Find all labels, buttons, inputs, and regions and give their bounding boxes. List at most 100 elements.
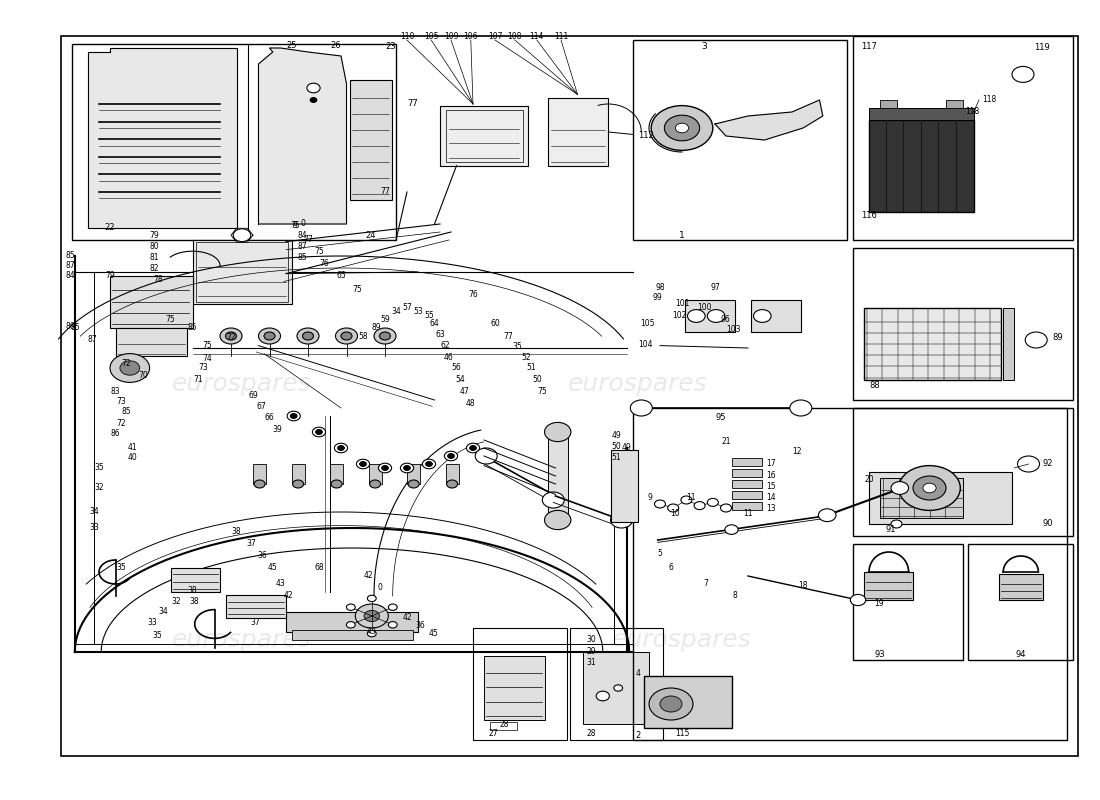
- Bar: [968, 544, 1072, 660]
- Circle shape: [725, 525, 738, 534]
- Text: 34: 34: [392, 307, 400, 317]
- Text: 8: 8: [733, 591, 737, 601]
- Text: 117: 117: [861, 42, 877, 51]
- Text: 75: 75: [290, 221, 299, 230]
- Text: 118: 118: [965, 107, 979, 117]
- Text: 48: 48: [466, 399, 475, 409]
- Text: 79: 79: [150, 230, 160, 240]
- Bar: [446, 110, 522, 162]
- Text: 76: 76: [320, 259, 329, 269]
- Text: 85: 85: [188, 323, 197, 333]
- Text: 100: 100: [696, 302, 712, 312]
- Text: eurospares: eurospares: [569, 372, 707, 396]
- Bar: [685, 300, 735, 332]
- Bar: [473, 628, 566, 740]
- Circle shape: [360, 462, 366, 466]
- Circle shape: [302, 332, 313, 340]
- Text: 103: 103: [726, 325, 740, 334]
- Text: 104: 104: [638, 339, 652, 349]
- Circle shape: [668, 504, 679, 512]
- Circle shape: [694, 502, 705, 510]
- Bar: [852, 408, 1072, 536]
- Bar: [253, 464, 266, 484]
- Circle shape: [367, 595, 376, 602]
- Text: 66: 66: [265, 413, 274, 422]
- Bar: [292, 630, 412, 640]
- Text: 75: 75: [166, 315, 175, 325]
- Text: 9: 9: [648, 493, 652, 502]
- Bar: [446, 464, 459, 484]
- Polygon shape: [715, 100, 823, 140]
- Circle shape: [664, 115, 700, 141]
- Text: eurospares: eurospares: [173, 628, 311, 652]
- Text: 87: 87: [87, 334, 97, 344]
- Bar: [632, 40, 847, 240]
- Bar: [946, 100, 962, 108]
- Text: 102: 102: [672, 311, 688, 321]
- Text: 33: 33: [147, 618, 156, 627]
- Text: 35: 35: [513, 342, 521, 351]
- Circle shape: [544, 510, 571, 530]
- Text: 46: 46: [444, 353, 453, 362]
- Text: 72: 72: [227, 333, 235, 342]
- Bar: [869, 120, 974, 212]
- Text: 74: 74: [202, 354, 211, 363]
- Text: 25: 25: [286, 41, 297, 50]
- Circle shape: [850, 594, 866, 606]
- Text: 41: 41: [128, 443, 136, 453]
- Circle shape: [378, 463, 392, 473]
- Circle shape: [630, 400, 652, 416]
- Circle shape: [475, 448, 497, 464]
- Text: 34: 34: [89, 507, 99, 517]
- Bar: [732, 458, 762, 466]
- Text: 19: 19: [874, 599, 884, 609]
- Circle shape: [297, 328, 319, 344]
- Bar: [852, 248, 1072, 400]
- Circle shape: [448, 454, 454, 458]
- Text: 42: 42: [403, 613, 411, 622]
- Text: 116: 116: [861, 211, 877, 221]
- Bar: [116, 328, 187, 356]
- Text: 89: 89: [372, 323, 381, 333]
- Bar: [192, 240, 292, 304]
- Bar: [350, 80, 392, 200]
- Circle shape: [355, 604, 388, 628]
- Text: 2: 2: [636, 731, 641, 741]
- Text: 0: 0: [377, 583, 382, 593]
- Bar: [864, 572, 913, 600]
- Text: 73: 73: [117, 397, 125, 406]
- Text: 38: 38: [232, 527, 241, 537]
- Text: 50: 50: [612, 442, 620, 451]
- Text: 98: 98: [656, 283, 664, 293]
- Bar: [732, 480, 762, 488]
- Circle shape: [1025, 332, 1047, 348]
- Text: 34: 34: [158, 607, 167, 617]
- Text: 14: 14: [767, 493, 777, 502]
- Text: 86: 86: [111, 429, 120, 438]
- Circle shape: [923, 483, 936, 493]
- Text: 79: 79: [106, 270, 114, 280]
- Text: 3: 3: [701, 42, 707, 51]
- Circle shape: [790, 400, 812, 416]
- Text: 86: 86: [66, 322, 76, 331]
- Circle shape: [1012, 66, 1034, 82]
- Text: 96: 96: [720, 315, 730, 325]
- Text: 36: 36: [257, 551, 266, 561]
- Circle shape: [444, 451, 458, 461]
- Circle shape: [614, 685, 623, 691]
- Bar: [72, 44, 396, 240]
- Circle shape: [470, 446, 476, 450]
- Circle shape: [426, 462, 432, 466]
- Text: 15: 15: [767, 482, 777, 491]
- Circle shape: [312, 427, 326, 437]
- Text: 90: 90: [1043, 519, 1054, 529]
- Text: 22: 22: [104, 222, 116, 232]
- Circle shape: [891, 482, 909, 494]
- Text: 23: 23: [385, 42, 396, 51]
- Circle shape: [233, 229, 251, 242]
- Bar: [732, 491, 762, 499]
- Bar: [732, 469, 762, 477]
- Bar: [864, 308, 1001, 380]
- Text: 37: 37: [246, 539, 255, 549]
- Text: 93: 93: [874, 650, 886, 659]
